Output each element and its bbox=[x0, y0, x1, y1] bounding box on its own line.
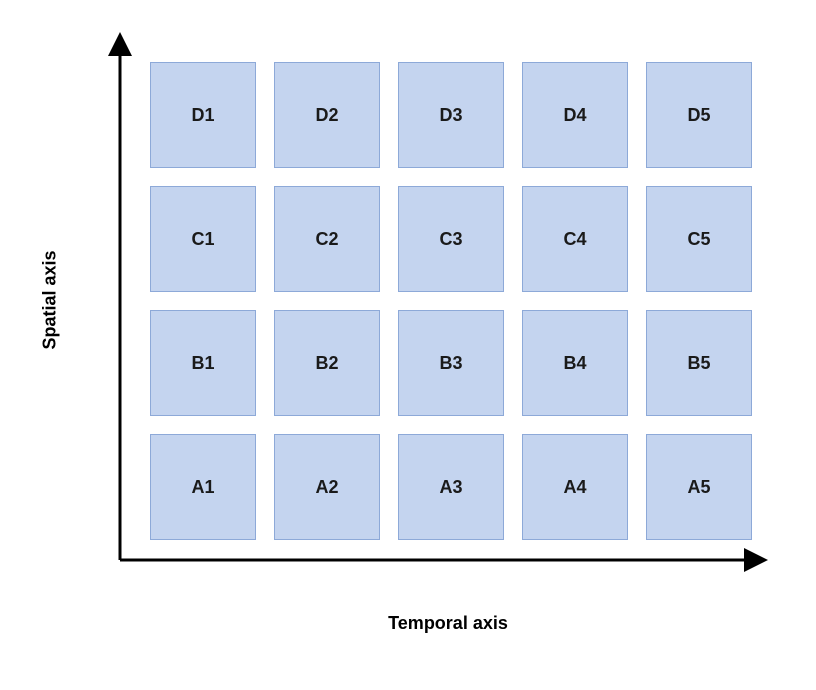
grid-cell: C3 bbox=[398, 186, 504, 292]
grid-cell: A5 bbox=[646, 434, 752, 540]
grid-cell: B1 bbox=[150, 310, 256, 416]
grid-cell: C5 bbox=[646, 186, 752, 292]
y-axis-label: Spatial axis bbox=[40, 250, 61, 349]
grid-cell: B5 bbox=[646, 310, 752, 416]
cell-grid: D1D2D3D4D5 C1C2C3C4C5 B1B2B3B4B5 A1A2A3A4A5 bbox=[150, 62, 752, 540]
x-axis-label: Temporal axis bbox=[0, 613, 816, 634]
grid-cell: C1 bbox=[150, 186, 256, 292]
grid-cell: A4 bbox=[522, 434, 628, 540]
grid-cell: D2 bbox=[274, 62, 380, 168]
grid-cell: C2 bbox=[274, 186, 380, 292]
grid-cell: A3 bbox=[398, 434, 504, 540]
grid-cell: B3 bbox=[398, 310, 504, 416]
grid-cell: A2 bbox=[274, 434, 380, 540]
grid-cell: D5 bbox=[646, 62, 752, 168]
grid-cell: B4 bbox=[522, 310, 628, 416]
axis-grid-diagram: Spatial axis Temporal axis D1D2D3D4D5C1C… bbox=[0, 0, 816, 690]
grid-cell: D1 bbox=[150, 62, 256, 168]
grid-cell: B2 bbox=[274, 310, 380, 416]
grid-cell: D4 bbox=[522, 62, 628, 168]
grid-cell: D3 bbox=[398, 62, 504, 168]
grid-cell: C4 bbox=[522, 186, 628, 292]
grid-cell: A1 bbox=[150, 434, 256, 540]
